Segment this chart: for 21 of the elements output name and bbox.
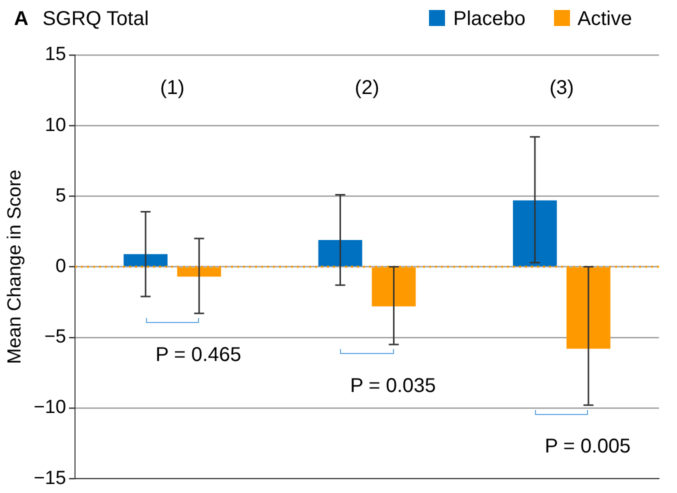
text: A xyxy=(14,8,28,30)
chart-title: SGRQ Total xyxy=(42,8,149,30)
legend-label: Placebo xyxy=(452,8,526,31)
annotation: P = 0.465 xyxy=(155,344,242,366)
bar xyxy=(124,254,168,266)
y-axis-title: Mean Change in Score xyxy=(4,170,26,364)
y-tick-label: 10 xyxy=(44,114,66,136)
y-tick-label: −5 xyxy=(44,326,66,348)
x-tick-label: (1) xyxy=(160,76,185,99)
annotation: P = 0.035 xyxy=(350,374,436,397)
bar xyxy=(318,240,362,266)
legend-label: Active xyxy=(576,8,632,31)
y-tick-label: −10 xyxy=(34,397,66,418)
y-tick-label: 5 xyxy=(55,185,66,206)
y-tick-label: −15 xyxy=(34,468,66,489)
y-tick-label: 0 xyxy=(55,256,66,278)
x-tick-label: (2) xyxy=(354,76,380,99)
x-tick-label: (3) xyxy=(549,76,574,99)
annotation: P = 0.005 xyxy=(544,436,631,458)
y-tick-label: 15 xyxy=(44,44,66,66)
bar xyxy=(512,200,557,266)
